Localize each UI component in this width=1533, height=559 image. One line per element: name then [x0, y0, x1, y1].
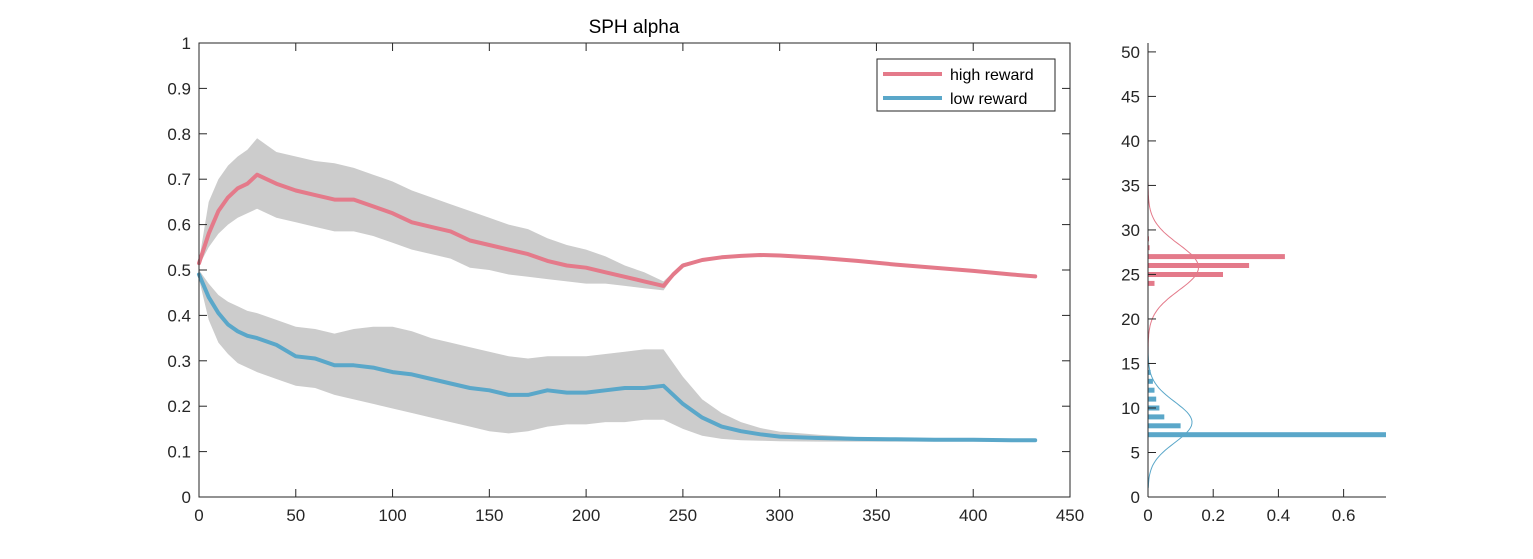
main-y-ticks: 0 0.1 0.2 0.3 0.4 0.5 0.6 0.7 0.8 0.9 1 — [167, 34, 1070, 507]
band-high — [199, 138, 1036, 291]
side-y-tick-label: 35 — [1121, 176, 1140, 195]
side-x-ticks: 0 0.2 0.4 0.6 — [1143, 489, 1355, 525]
y-tick-label: 0 — [182, 488, 191, 507]
legend-box — [876, 58, 1056, 112]
x-tick-label: 350 — [862, 506, 890, 525]
main-chart: 0 50 100 150 200 250 300 350 400 450 0 0.1 0.2 0.3 0.… — [167, 17, 1084, 525]
histogram-bars — [1148, 236, 1386, 438]
series-line-low — [197, 272, 1038, 443]
x-tick-label: 50 — [286, 506, 305, 525]
histogram-bar-high — [1148, 254, 1285, 260]
histogram-bar-low — [1148, 414, 1165, 420]
side-y-tick-label: 25 — [1121, 265, 1140, 284]
histogram-fit-curves — [1147, 51, 1200, 489]
y-tick-label: 0.9 — [167, 79, 191, 98]
histogram-bar-high — [1148, 280, 1155, 286]
side-x-tick-label: 0.4 — [1267, 506, 1291, 525]
x-tick-label: 100 — [378, 506, 406, 525]
chart-title: SPH alpha — [589, 17, 680, 38]
y-tick-label: 0.3 — [167, 352, 191, 371]
y-tick-label: 0.6 — [167, 216, 191, 235]
legend-label-high-reward: high reward — [950, 67, 1034, 84]
side-x-tick-label: 0.6 — [1332, 506, 1356, 525]
side-y-tick-label: 20 — [1121, 310, 1140, 329]
side-histogram: 0 0.2 0.4 0.6 0 5 10 15 20 25 30 35 40 45 50 — [1121, 43, 1386, 525]
side-y-tick-label: 50 — [1121, 43, 1140, 62]
histogram-bar-low — [1148, 369, 1151, 375]
histogram-bar-low — [1148, 378, 1153, 384]
y-tick-label: 0.7 — [167, 170, 191, 189]
side-y-tick-label: 40 — [1121, 132, 1140, 151]
y-tick-label: 1 — [182, 34, 191, 53]
x-tick-label: 150 — [475, 506, 503, 525]
x-tick-label: 400 — [959, 506, 987, 525]
main-x-ticks: 0 50 100 150 200 250 300 350 400 450 — [194, 43, 1084, 525]
legend-label-low-reward: low reward — [950, 91, 1027, 108]
side-y-tick-label: 45 — [1121, 87, 1140, 106]
y-tick-label: 0.5 — [167, 261, 191, 280]
side-y-tick-label: 15 — [1121, 354, 1140, 373]
series-lines — [197, 172, 1038, 443]
band-low — [199, 270, 1036, 442]
y-tick-label: 0.2 — [167, 397, 191, 416]
fit-curve-high — [1147, 51, 1200, 489]
histogram-bar-low — [1148, 432, 1386, 438]
histogram-bar-low — [1148, 396, 1157, 402]
x-tick-label: 250 — [669, 506, 697, 525]
side-x-tick-label: 0 — [1143, 506, 1152, 525]
fit-curve-low — [1147, 51, 1193, 489]
x-tick-label: 450 — [1056, 506, 1084, 525]
histogram-bar-low — [1148, 423, 1181, 429]
histogram-bar-low — [1148, 387, 1155, 393]
y-tick-label: 0.8 — [167, 125, 191, 144]
side-x-tick-label: 0.2 — [1201, 506, 1225, 525]
side-y-tick-label: 30 — [1121, 221, 1140, 240]
side-y-tick-label: 0 — [1131, 488, 1140, 507]
confidence-bands — [199, 138, 1036, 442]
histogram-bar-high — [1148, 245, 1150, 251]
x-tick-label: 200 — [572, 506, 600, 525]
x-tick-label: 300 — [765, 506, 793, 525]
y-tick-label: 0.4 — [167, 306, 191, 325]
side-y-ticks: 0 5 10 15 20 25 30 35 40 45 50 — [1121, 43, 1156, 507]
x-tick-label: 0 — [194, 506, 203, 525]
legend: high reward low reward — [876, 58, 1056, 112]
series-line-high — [197, 172, 1038, 288]
side-y-tick-label: 10 — [1121, 399, 1140, 418]
y-tick-label: 0.1 — [167, 443, 191, 462]
side-y-tick-label: 5 — [1131, 443, 1140, 462]
histogram-bar-high — [1148, 272, 1223, 277]
